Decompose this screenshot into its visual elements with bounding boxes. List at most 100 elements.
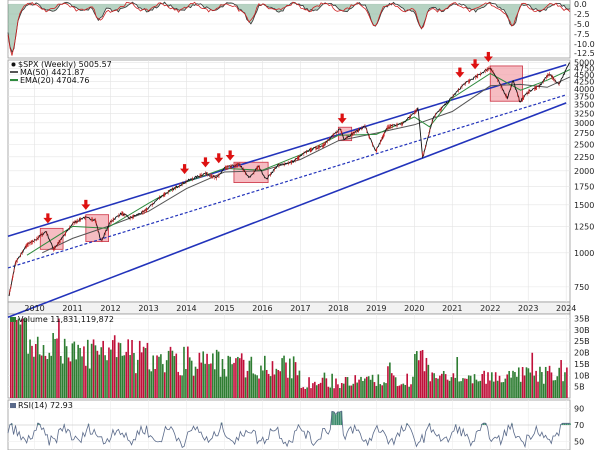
rsi-layer <box>7 410 571 449</box>
volume-bar <box>389 362 391 398</box>
volume-bar <box>275 368 278 398</box>
volume-bar <box>242 359 245 398</box>
year-tick-label: 2011 <box>62 304 82 313</box>
down-arrow-icon <box>43 213 53 224</box>
volume-bar <box>19 324 22 398</box>
volume-bar <box>223 369 226 398</box>
volume-bar <box>213 369 216 398</box>
volume-bar <box>323 372 326 398</box>
price-tick-label: 4750 <box>574 64 594 73</box>
volume-title: Volume 11,831,119,872 <box>18 315 114 324</box>
volume-bar <box>462 378 464 398</box>
volume-bar <box>475 379 478 398</box>
volume-bar <box>429 381 432 398</box>
volume-bar <box>300 387 303 398</box>
volume-bar <box>106 360 108 398</box>
volume-bar <box>81 356 83 398</box>
volume-bar <box>450 377 453 398</box>
volume-bar <box>165 360 168 398</box>
volume-bar <box>135 373 137 398</box>
year-tick-label: 2023 <box>518 304 538 313</box>
volume-bar <box>304 388 307 398</box>
volume-bar <box>544 366 547 398</box>
volume-bar <box>198 352 201 398</box>
volume-bar <box>162 364 164 398</box>
volume-bar <box>317 384 320 398</box>
indicator-panel-bg <box>7 0 571 59</box>
volume-bar <box>533 375 535 398</box>
volume-bar <box>337 384 339 398</box>
price-tick-label: 1500 <box>574 201 594 210</box>
volume-bar <box>556 376 559 398</box>
year-tick-label: 2021 <box>442 304 462 313</box>
volume-bar <box>562 381 564 398</box>
volume-bar <box>15 319 18 398</box>
volume-bar <box>508 370 510 398</box>
volume-bar <box>315 385 318 398</box>
volume-bar <box>11 318 14 398</box>
volume-bar <box>312 383 314 398</box>
volume-bar <box>56 338 58 398</box>
volume-bar <box>217 351 220 398</box>
volume-bar <box>548 365 551 398</box>
volume-tick-label: 30B <box>574 326 590 335</box>
volume-bar <box>235 358 237 398</box>
rsi-tick-label: 70 <box>574 421 584 430</box>
volume-bar <box>50 355 53 398</box>
volume-bar <box>321 377 324 398</box>
price-tick-label: 2750 <box>574 129 594 138</box>
volume-bar <box>427 364 430 398</box>
volume-bar <box>473 374 476 398</box>
volume-bar <box>94 345 97 398</box>
down-arrow-icon <box>225 150 235 161</box>
year-tick-label: 2016 <box>252 304 272 313</box>
price-panel-bg <box>7 59 571 303</box>
volume-bar <box>206 353 208 398</box>
volume-bar <box>277 370 280 398</box>
volume-bar <box>123 355 126 398</box>
volume-bar <box>396 386 399 398</box>
volume-bar <box>142 346 145 398</box>
rsi-tick-label: 50 <box>574 438 584 447</box>
volume-bar <box>298 370 301 398</box>
ema20-line <box>26 69 571 256</box>
volume-bar <box>231 364 233 398</box>
volume-bar <box>225 376 228 398</box>
volume-bar <box>136 359 139 398</box>
volume-bar <box>148 369 151 398</box>
volume-bar <box>10 320 12 398</box>
volume-bar <box>233 362 235 398</box>
year-tick-label: 2010 <box>24 304 44 313</box>
volume-bar <box>262 370 264 398</box>
volume-bar <box>375 385 378 398</box>
year-tick-label: 2012 <box>100 304 120 313</box>
volume-bar <box>194 366 197 398</box>
year-tick-label: 2020 <box>404 304 424 313</box>
volume-bar <box>302 387 305 398</box>
volume-bar <box>491 372 493 398</box>
volume-bar <box>329 387 332 398</box>
volume-bar <box>27 353 29 398</box>
volume-bar <box>77 344 79 398</box>
volume-bar <box>160 354 162 398</box>
indicator-tick-label: -7.5 <box>574 30 590 39</box>
channel-layer <box>7 63 567 319</box>
volume-bar <box>546 371 549 398</box>
indicator-tick-label: 0.0 <box>574 0 587 9</box>
price-tick-label: 2500 <box>574 140 594 149</box>
volume-bar <box>169 346 172 398</box>
volume-bar <box>290 378 293 398</box>
volume-bar <box>339 387 341 398</box>
volume-bar <box>40 355 43 398</box>
volume-bar <box>346 377 349 398</box>
volume-bar <box>419 350 422 398</box>
price-tick-label: 3500 <box>574 101 594 110</box>
volume-bar <box>104 355 106 398</box>
volume-bar <box>516 376 518 398</box>
volume-bar <box>433 373 435 398</box>
volume-bar <box>512 370 514 398</box>
volume-bar <box>192 375 195 398</box>
volume-bar <box>73 341 76 398</box>
volume-bar <box>285 362 287 398</box>
volume-bar <box>13 318 16 398</box>
